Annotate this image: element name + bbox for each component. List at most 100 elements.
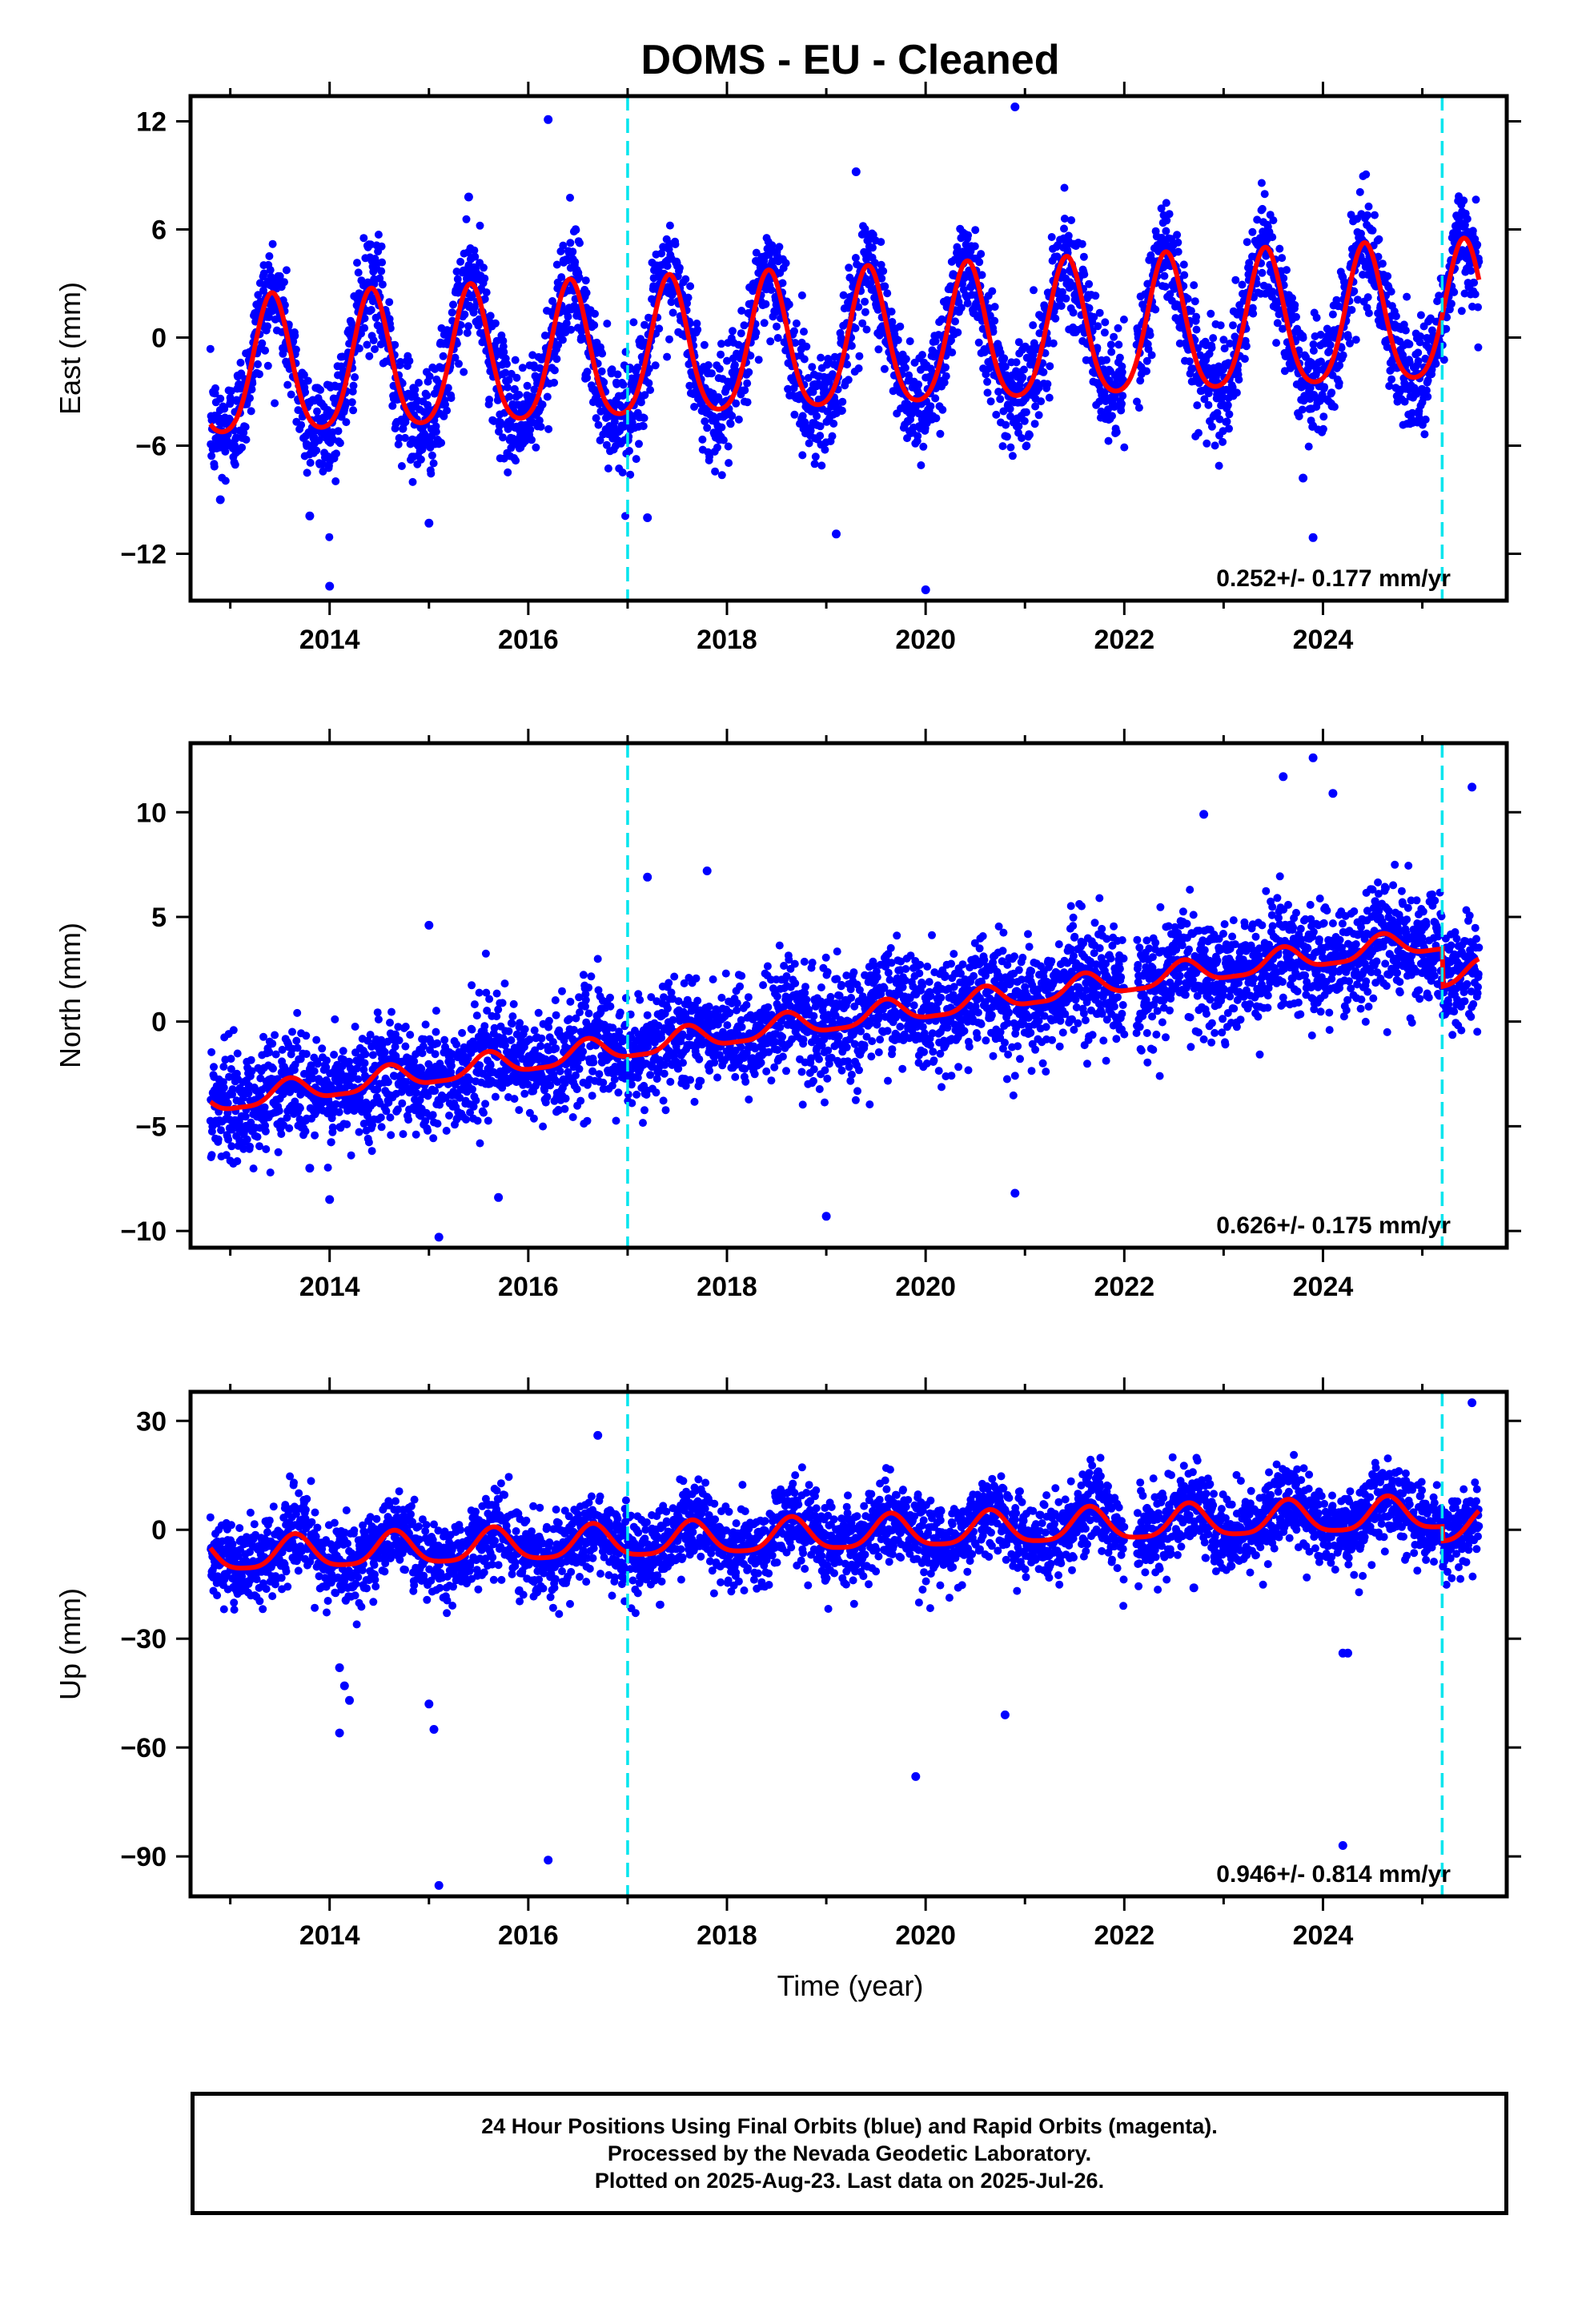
data-point	[246, 394, 254, 403]
data-point	[387, 1131, 396, 1140]
data-point	[339, 1047, 347, 1055]
data-point	[1229, 321, 1237, 330]
data-point	[948, 348, 957, 357]
data-point	[686, 282, 695, 291]
data-point	[741, 386, 749, 395]
data-point	[1060, 215, 1069, 223]
data-point	[492, 336, 501, 345]
data-point	[386, 1113, 395, 1122]
data-point	[663, 262, 672, 271]
data-point	[681, 275, 690, 283]
data-point	[221, 476, 230, 485]
data-point	[1416, 332, 1425, 340]
data-point	[271, 1031, 279, 1039]
data-point	[790, 327, 798, 336]
data-point	[476, 1139, 484, 1148]
data-point	[287, 390, 295, 399]
data-point	[730, 360, 739, 369]
data-point	[503, 383, 512, 392]
data-point	[1223, 400, 1232, 409]
data-point	[207, 1047, 216, 1056]
data-point	[1226, 340, 1235, 348]
data-point	[455, 360, 463, 368]
data-point	[896, 322, 905, 331]
data-point	[1136, 376, 1145, 385]
data-point	[1298, 405, 1307, 414]
data-point	[569, 1026, 578, 1034]
data-point	[982, 370, 990, 379]
data-point	[1450, 287, 1459, 296]
data-point	[408, 477, 417, 486]
data-point	[953, 243, 962, 251]
data-point	[552, 355, 561, 364]
data-point	[548, 297, 556, 305]
data-point	[767, 286, 776, 294]
data-point	[986, 397, 995, 406]
data-point	[312, 1035, 321, 1044]
data-point	[715, 364, 724, 373]
data-point	[854, 364, 863, 372]
data-point	[651, 361, 660, 370]
data-point	[1225, 410, 1234, 419]
data-point	[308, 1074, 317, 1083]
data-point	[1353, 296, 1362, 304]
data-point	[247, 1067, 256, 1076]
data-point	[1339, 351, 1347, 360]
data-point	[550, 366, 559, 375]
data-point	[515, 391, 524, 399]
data-point	[428, 1111, 437, 1120]
data-point	[1474, 303, 1482, 312]
data-point	[1101, 318, 1110, 327]
data-point	[701, 417, 709, 426]
data-point	[698, 435, 707, 444]
data-point	[520, 1025, 529, 1034]
data-point	[1022, 408, 1030, 416]
data-point	[1022, 441, 1031, 450]
data-point	[265, 1048, 274, 1057]
data-point	[1320, 383, 1329, 392]
data-point	[579, 1047, 588, 1056]
data-point	[963, 299, 972, 308]
data-point	[1207, 309, 1215, 318]
data-point	[481, 949, 490, 958]
data-point	[725, 459, 733, 468]
data-point	[1118, 392, 1127, 400]
data-point	[460, 368, 468, 376]
data-point	[1427, 365, 1436, 374]
data-point	[1439, 356, 1448, 364]
data-point	[829, 420, 838, 428]
data-point	[378, 258, 387, 267]
data-point	[1029, 321, 1038, 330]
data-point	[760, 319, 769, 328]
data-point	[1468, 227, 1477, 235]
data-point	[211, 384, 219, 392]
data-point	[1387, 287, 1395, 296]
data-point	[386, 1019, 394, 1027]
data-point	[626, 470, 635, 479]
data-point	[1002, 432, 1011, 441]
data-point	[604, 464, 612, 472]
data-point	[1337, 344, 1346, 352]
data-point	[363, 340, 371, 349]
data-point	[365, 352, 374, 360]
data-point	[249, 1164, 258, 1173]
data-point	[1174, 238, 1182, 247]
data-point	[917, 461, 926, 469]
data-point	[415, 379, 423, 387]
data-point	[1093, 344, 1102, 352]
data-point	[1037, 397, 1046, 406]
data-point	[572, 1085, 581, 1094]
data-point	[940, 378, 949, 387]
data-point	[669, 308, 677, 317]
data-point	[980, 348, 989, 356]
data-point	[1223, 417, 1231, 426]
data-point	[561, 1094, 570, 1103]
data-point	[380, 1047, 389, 1056]
data-point	[544, 424, 553, 433]
data-point	[1364, 202, 1373, 211]
data-point	[516, 1019, 524, 1027]
data-point	[1043, 380, 1052, 388]
data-point	[592, 391, 601, 400]
data-point	[1431, 360, 1440, 368]
